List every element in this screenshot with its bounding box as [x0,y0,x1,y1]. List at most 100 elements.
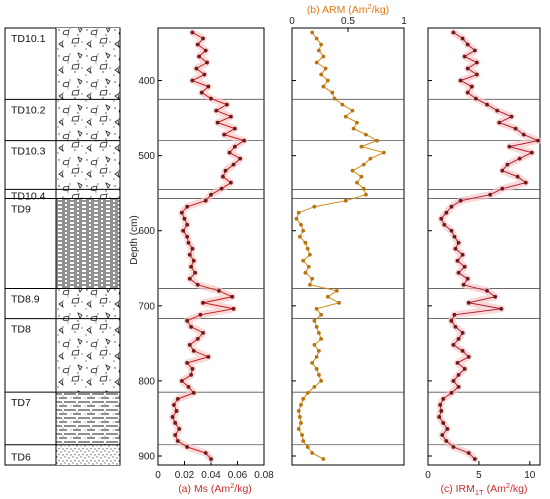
y-tick-label: 500 [138,151,155,162]
irm-data-point [515,174,520,179]
arm-data-point [343,198,348,203]
arm-data-point [314,354,319,359]
lithology-fill-td8 [56,318,120,393]
x-tick-label: 0.08 [254,470,274,481]
ms-data-point [201,300,205,305]
arm-data-point [355,120,359,125]
arm-data-point [350,108,355,113]
irm-data-point [451,342,456,347]
arm-data-point [375,138,380,143]
unit-label: TD7 [11,397,31,409]
arm-data-point [321,457,326,461]
irm-data-point [485,288,489,293]
irm-data-point [493,294,498,299]
ms-data-point [187,252,192,257]
ms-data-point [185,204,190,209]
irm-plot-frame [427,27,541,466]
arm-data-point [340,102,345,107]
irm-data-point [458,78,463,83]
irm-data-point [452,312,457,317]
arm-data-point [305,391,310,395]
arm-data-point [319,42,324,47]
arm-data-point [316,330,321,335]
irm-data-point [453,324,458,329]
arm-data-point [323,66,328,71]
arm-plot-frame [291,27,405,466]
lithology-fill-td7 [56,392,120,445]
unit-label: TD9 [11,203,31,215]
irm-data-point [473,96,478,101]
ms-data-point [179,379,184,383]
ms-data-point [190,78,195,83]
ms-data-point [206,84,211,89]
x-tick-label: 1 [401,16,407,27]
ms-data-point [202,72,207,77]
arm-data-point [319,336,324,341]
arm-data-point [359,144,364,149]
arm-data-point [296,427,301,431]
arm-data-point [314,36,319,41]
lithology-fill-td9 [56,198,120,289]
arm-data-point [316,48,321,53]
irm-data-point [521,132,526,137]
irm-data-point [462,366,467,371]
irm-data-point [507,144,512,149]
x-tick-label: 0.04 [201,470,221,481]
arm-data-point [312,204,317,209]
irm-data-point [462,54,467,59]
ms-data-point [191,348,196,353]
arm-data-point [350,168,355,173]
ms-data-point [187,342,192,347]
x-tick-label: 0 [425,470,431,481]
arm-data-point [310,30,315,35]
ms-data-point [175,397,180,401]
ms-data-point [217,288,221,293]
x-tick-label: 0 [289,16,295,27]
irm-data-point [472,457,477,461]
arm-data-point [343,114,348,119]
irm-data-point [517,156,522,161]
arm-data-point [299,403,303,407]
ms-data-point [185,222,190,227]
ms-data-point [228,180,233,185]
irm-data-point [439,216,444,221]
ms-data-point [172,403,176,407]
panel-arm: 0 0.5 1 [289,16,407,466]
ms-data-point [179,210,184,215]
unit-label: TD6 [11,452,31,464]
irm-data-point [452,234,457,239]
ms-data-point [203,451,208,455]
ms-data-point [189,264,194,269]
ms-data-point [222,132,227,137]
irm-data-point [444,439,449,443]
irm-data-point [460,330,465,335]
irm-data-point [451,445,456,449]
ms-data-point [221,174,225,179]
arm-data-point [368,156,373,161]
arm-data-point [296,210,301,215]
irm-data-point [449,391,454,395]
ms-data-point [193,270,198,275]
ms-data-point [227,150,232,155]
arm-data-point [301,439,306,443]
irm-data-point [488,192,493,197]
ms-data-point [205,60,209,65]
irm-data-point [449,228,454,233]
irm-data-point [445,427,450,431]
arm-data-point [299,421,303,425]
irm-data-point [460,348,465,353]
ms-data-point [219,186,224,191]
irm-data-point [509,114,514,119]
ms-data-point [187,276,192,281]
unit-label: TD10.4 [11,190,46,202]
ms-data-point [231,162,236,167]
arm-data-point [359,174,364,179]
ms-data-point [175,439,180,443]
unit-label: TD10.3 [11,146,46,158]
arm-data-point [316,372,321,377]
irm-data-point [442,222,447,227]
arm-data-point [312,385,317,389]
irm-data-point [449,318,454,323]
ms-data-point [170,415,175,419]
arm-data-point [332,96,337,101]
